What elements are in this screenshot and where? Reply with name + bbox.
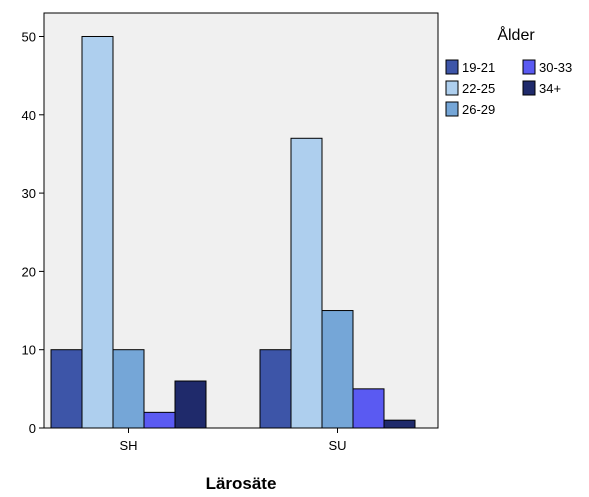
y-tick-label: 30 xyxy=(22,186,36,201)
bar-30-33-SU xyxy=(352,388,385,429)
bar-34+-SU xyxy=(383,419,416,429)
y-tick-label: 0 xyxy=(29,421,36,436)
bar-19-21-SH xyxy=(50,349,83,429)
legend-swatch-34+ xyxy=(522,80,536,96)
legend-swatch-22-25 xyxy=(445,80,459,96)
y-axis: 0 10 20 30 40 50 xyxy=(22,29,44,436)
legend-swatch-30-33 xyxy=(522,59,536,75)
legend: Ålder 19-21 22-25 26-29 30-33 34+ xyxy=(445,25,572,117)
bar-22-25-SU xyxy=(290,137,323,429)
y-tick-label: 50 xyxy=(22,29,36,44)
x-tick-label: SU xyxy=(328,438,346,453)
legend-swatch-19-21 xyxy=(445,59,459,75)
bar-26-29-SU xyxy=(321,310,354,429)
x-axis: SH SU xyxy=(119,428,347,453)
bar-19-21-SU xyxy=(259,349,292,429)
legend-label: 26-29 xyxy=(462,102,495,117)
legend-label: 22-25 xyxy=(462,81,495,96)
y-tick-label: 40 xyxy=(22,108,36,123)
bar-34+-SH xyxy=(174,380,207,429)
legend-title: Ålder xyxy=(497,25,535,44)
y-tick-label: 10 xyxy=(22,343,36,358)
legend-swatch-26-29 xyxy=(445,101,459,117)
y-tick-label: 20 xyxy=(22,264,36,279)
legend-label: 19-21 xyxy=(462,60,495,75)
legend-label: 30-33 xyxy=(539,60,572,75)
bars-group xyxy=(50,35,416,429)
x-axis-title: Lärosäte xyxy=(206,474,277,493)
bar-30-33-SH xyxy=(143,411,176,429)
legend-label: 34+ xyxy=(539,81,561,96)
bar-26-29-SH xyxy=(112,349,145,429)
bar-22-25-SH xyxy=(81,35,114,429)
x-tick-label: SH xyxy=(119,438,137,453)
